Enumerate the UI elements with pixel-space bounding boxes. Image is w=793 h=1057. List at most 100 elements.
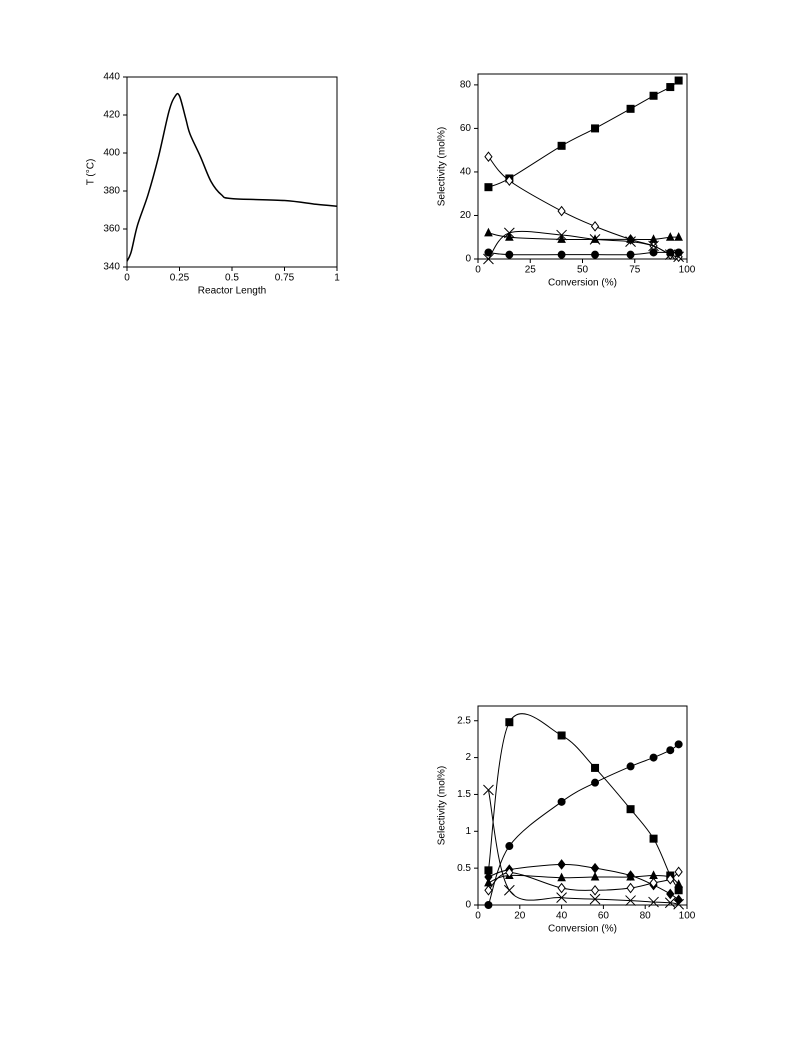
series-line	[487, 743, 679, 906]
cross-marker	[648, 240, 659, 252]
x-tick-label: 0	[475, 911, 481, 922]
x-tick-label: 25	[525, 265, 537, 276]
open-diamond-marker	[626, 882, 635, 894]
diamond-marker	[674, 894, 683, 906]
square-marker	[557, 731, 566, 740]
open-diamond-marker	[590, 884, 600, 896]
y-tick-label: 400	[103, 148, 120, 159]
open-diamond-marker	[590, 221, 600, 232]
y-tick-label: 1	[465, 826, 471, 837]
triangle-marker	[484, 877, 493, 887]
y-tick-label: 60	[460, 123, 472, 134]
triangle-marker	[626, 234, 635, 243]
triangle-marker	[649, 234, 658, 243]
triangle-marker	[505, 232, 514, 241]
y-tick-label: 0.5	[457, 863, 471, 874]
triangle-marker	[557, 234, 566, 243]
x-tick-label: 80	[640, 911, 652, 922]
x-tick-label: 100	[679, 265, 696, 276]
circle-marker	[649, 753, 658, 762]
diamond-marker	[557, 859, 566, 870]
circle-marker	[666, 248, 675, 257]
series-line	[487, 789, 679, 905]
square-marker	[649, 834, 658, 843]
circle-marker	[674, 248, 683, 257]
x-tick-label: 0	[475, 265, 481, 276]
circle-marker	[626, 762, 635, 771]
triangle-marker	[649, 870, 658, 880]
x-tick-label: 75	[629, 265, 641, 276]
y-tick-label: 340	[103, 262, 120, 273]
x-tick-label: 100	[679, 911, 696, 922]
circle-marker	[484, 901, 493, 909]
plot-frame	[477, 705, 688, 906]
y-axis-label: Selectivity (mol%)	[437, 127, 448, 206]
triangle-marker	[674, 232, 683, 241]
triangle-marker	[674, 879, 683, 888]
series-line	[488, 232, 679, 241]
plot-frame	[126, 76, 338, 268]
cross-marker	[503, 884, 515, 896]
series-line	[126, 92, 338, 262]
cross-marker	[556, 892, 567, 903]
circle-marker	[505, 842, 514, 851]
y-tick-label: 0	[465, 900, 471, 911]
x-axis-label: Conversion (%)	[548, 278, 617, 289]
diamond-marker	[590, 862, 600, 874]
cross-marker	[673, 898, 684, 910]
square-marker	[484, 183, 493, 192]
square-marker	[649, 91, 658, 100]
circle-marker	[649, 248, 658, 257]
open-diamond-marker	[557, 205, 566, 217]
square-marker	[591, 124, 600, 133]
x-tick-label: 60	[598, 911, 610, 922]
series-line	[488, 871, 679, 891]
cross-marker	[503, 227, 515, 239]
y-tick-label: 1.5	[457, 789, 471, 800]
cross-marker	[556, 229, 567, 241]
x-tick-label: 20	[514, 911, 526, 922]
triangle-marker	[484, 227, 493, 237]
square-marker	[626, 104, 635, 113]
plot-frame	[477, 73, 688, 260]
y-tick-label: 80	[460, 80, 472, 91]
x-axis-label: Conversion (%)	[548, 924, 617, 935]
y-axis-label: T (°C)	[86, 159, 97, 186]
open-diamond-marker	[484, 884, 493, 896]
circle-marker	[666, 746, 675, 755]
cross-marker	[483, 253, 494, 265]
triangle-marker	[590, 871, 600, 881]
circle-marker	[591, 250, 600, 259]
x-tick-label: 0.25	[170, 273, 190, 284]
y-axis-label: Selectivity (mol%)	[437, 766, 448, 845]
open-diamond-marker	[674, 866, 683, 878]
cross-marker	[589, 893, 601, 905]
circle-marker	[505, 250, 514, 259]
x-tick-label: 40	[556, 911, 568, 922]
square-marker	[666, 83, 675, 92]
circle-marker	[484, 248, 493, 257]
open-diamond-marker	[505, 175, 514, 186]
cross-marker	[483, 784, 494, 796]
square-marker	[591, 763, 600, 772]
square-marker	[505, 718, 514, 727]
circle-marker	[626, 250, 635, 259]
open-diamond-marker	[484, 151, 493, 163]
series-line	[487, 713, 680, 891]
open-diamond-marker	[505, 867, 514, 878]
cross-marker	[648, 896, 659, 908]
triangle-marker	[626, 871, 635, 881]
circle-marker	[557, 797, 566, 806]
x-tick-label: 0	[124, 273, 130, 284]
circle-marker	[591, 778, 600, 787]
triangle-marker	[557, 872, 566, 882]
y-tick-label: 2.5	[457, 715, 471, 726]
y-tick-label: 0	[465, 254, 471, 265]
triangle-marker	[665, 232, 675, 241]
diamond-marker	[666, 888, 675, 900]
x-tick-label: 50	[577, 265, 589, 276]
open-diamond-marker	[557, 882, 566, 894]
y-tick-label: 420	[103, 110, 120, 121]
y-tick-label: 360	[103, 224, 120, 235]
